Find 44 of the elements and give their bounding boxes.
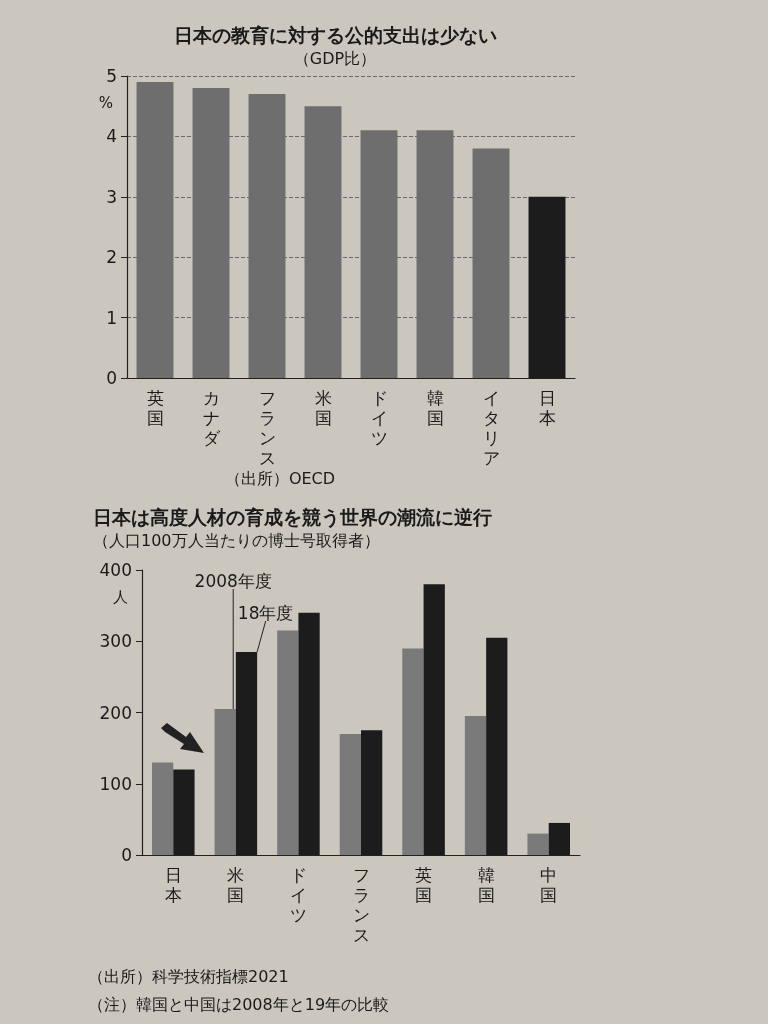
text: （出所）科学技術指標2021 <box>88 966 289 986</box>
bar <box>277 630 299 855</box>
text: （注）韓国と中国は2008年と19年の比較 <box>88 994 390 1014</box>
bar <box>152 762 174 855</box>
chart-title: 日本の教育に対する公的支出は少ない <box>173 23 497 46</box>
bar <box>527 833 549 855</box>
y-tick-label: 300 <box>99 631 132 652</box>
y-axis-title: 人 <box>113 587 128 606</box>
chart-subtitle: （GDP比） <box>293 48 377 68</box>
y-tick-label: 3 <box>106 186 117 207</box>
chart-title: 日本は高度人材の育成を競う世界の潮流に逆行 <box>93 505 492 529</box>
x-tick-label: 英国 <box>146 388 164 428</box>
y-tick-label: 0 <box>121 845 132 865</box>
y-tick-label: 5 <box>106 66 117 86</box>
x-tick-label: フランス <box>258 388 276 468</box>
y-tick-label: 2 <box>106 247 117 268</box>
x-tick-label: フランス <box>352 865 370 945</box>
text: （出所）OECD <box>224 468 336 488</box>
x-tick-label: イタリア <box>482 388 500 468</box>
x-tick-label: 米国 <box>314 388 332 428</box>
text: 2008年度 <box>194 570 272 591</box>
bar <box>402 648 424 855</box>
x-tick-label: 韓国 <box>426 388 444 428</box>
x-tick-label: 中国 <box>540 865 558 905</box>
x-tick-label: カナダ <box>202 388 221 448</box>
x-tick-label: ドイツ <box>370 388 388 448</box>
x-tick-label: 米国 <box>227 865 245 905</box>
y-tick-label: 0 <box>106 368 117 388</box>
bar <box>339 733 361 855</box>
y-tick-label: 100 <box>99 773 132 794</box>
chart-subtitle: （人口100万人当たりの博士号取得者） <box>93 530 380 550</box>
x-tick-label: 英国 <box>415 865 433 905</box>
y-tick-label: 1 <box>106 307 117 328</box>
x-tick-label: 韓国 <box>477 865 495 905</box>
y-tick-label: 200 <box>99 702 132 723</box>
bar <box>464 716 487 855</box>
x-tick-label: 日本 <box>538 388 556 428</box>
series-label: 18年度 <box>237 602 294 623</box>
y-tick-label: 4 <box>106 126 117 147</box>
x-tick-label: 日本 <box>164 865 182 905</box>
y-axis-title: % <box>98 93 113 112</box>
x-tick-label: ドイツ <box>289 865 307 925</box>
bar <box>214 708 236 855</box>
y-tick-label: 400 <box>99 560 132 580</box>
